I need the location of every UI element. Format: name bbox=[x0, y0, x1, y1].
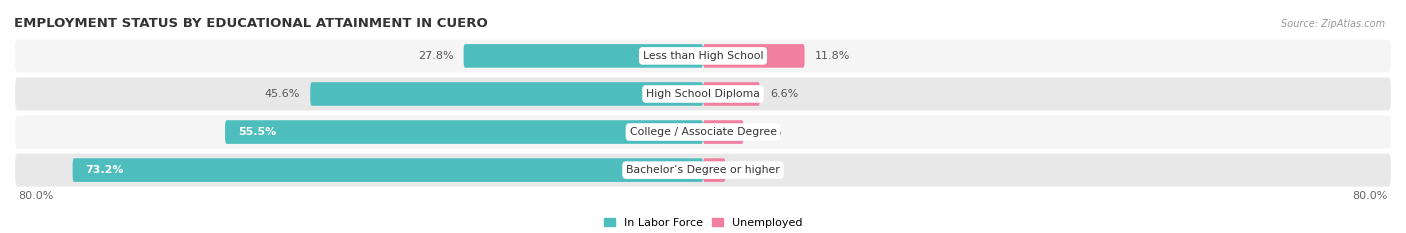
Text: High School Diploma: High School Diploma bbox=[647, 89, 759, 99]
FancyBboxPatch shape bbox=[14, 153, 1392, 188]
Legend: In Labor Force, Unemployed: In Labor Force, Unemployed bbox=[599, 213, 807, 232]
Text: 11.8%: 11.8% bbox=[815, 51, 851, 61]
Text: 73.2%: 73.2% bbox=[86, 165, 124, 175]
Text: 80.0%: 80.0% bbox=[18, 191, 53, 201]
Text: Bachelor’s Degree or higher: Bachelor’s Degree or higher bbox=[626, 165, 780, 175]
FancyBboxPatch shape bbox=[73, 158, 703, 182]
FancyBboxPatch shape bbox=[703, 44, 804, 68]
Text: Source: ZipAtlas.com: Source: ZipAtlas.com bbox=[1281, 19, 1385, 29]
Text: EMPLOYMENT STATUS BY EDUCATIONAL ATTAINMENT IN CUERO: EMPLOYMENT STATUS BY EDUCATIONAL ATTAINM… bbox=[14, 17, 488, 30]
Text: 55.5%: 55.5% bbox=[238, 127, 276, 137]
Text: 4.7%: 4.7% bbox=[754, 127, 782, 137]
Text: College / Associate Degree: College / Associate Degree bbox=[630, 127, 776, 137]
FancyBboxPatch shape bbox=[464, 44, 703, 68]
FancyBboxPatch shape bbox=[14, 38, 1392, 73]
Text: 80.0%: 80.0% bbox=[1353, 191, 1388, 201]
Text: 45.6%: 45.6% bbox=[264, 89, 299, 99]
FancyBboxPatch shape bbox=[14, 76, 1392, 111]
Text: 27.8%: 27.8% bbox=[418, 51, 453, 61]
FancyBboxPatch shape bbox=[311, 82, 703, 106]
Text: 2.6%: 2.6% bbox=[735, 165, 763, 175]
FancyBboxPatch shape bbox=[703, 158, 725, 182]
Text: Less than High School: Less than High School bbox=[643, 51, 763, 61]
FancyBboxPatch shape bbox=[14, 115, 1392, 150]
FancyBboxPatch shape bbox=[703, 120, 744, 144]
Text: 6.6%: 6.6% bbox=[770, 89, 799, 99]
FancyBboxPatch shape bbox=[703, 82, 759, 106]
FancyBboxPatch shape bbox=[225, 120, 703, 144]
